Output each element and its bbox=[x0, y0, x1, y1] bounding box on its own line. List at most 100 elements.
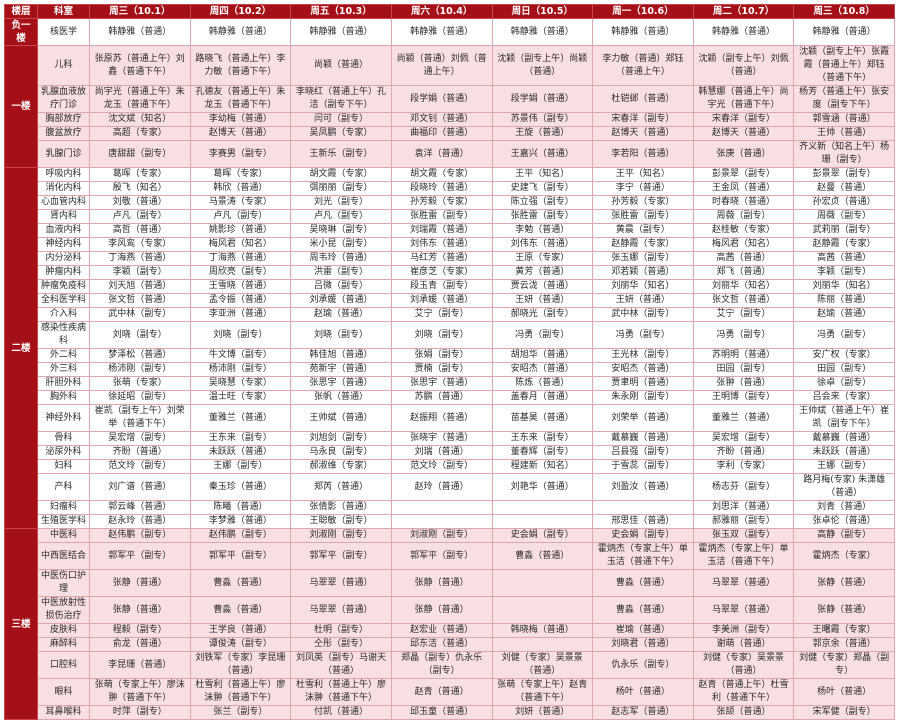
doctor-cell: 齐盼（普通） bbox=[692, 445, 795, 460]
doctor-cell: 曹淼（普通） bbox=[189, 569, 292, 597]
doctor-cell: 苏明明（普通） bbox=[692, 348, 795, 363]
doctor-cell: 安昭杰（普通） bbox=[491, 362, 594, 377]
doctor-cell: 李风鸾（专家） bbox=[89, 237, 191, 252]
dept-name: 肿瘤免疫科 bbox=[37, 279, 90, 294]
table-row: 肿瘤免疫科 刘天旭（普通） 王雪晓（普通） 吕微（副专） 段玉青（副专） 贾云泷（普通）刘… bbox=[5, 279, 895, 294]
doctor-cell: 刘思洋（普通） bbox=[692, 500, 795, 515]
table-row: 外二科 梦泽松（普通） 牛文博（副专） 韩佳旭（普通） 张娟（副专） 胡旭华（普通） 王光林… bbox=[5, 348, 895, 363]
doctor-cell: 刘健（专家）吴景景（普通） bbox=[491, 651, 594, 679]
doctor-cell: 卢凡（副专） bbox=[89, 209, 191, 224]
doctor-cell: 陈炼（普通） bbox=[491, 376, 594, 391]
doctor-cell: 吕县强（副专） bbox=[592, 445, 694, 460]
doctor-cell: 张文哲（普通） bbox=[692, 293, 795, 308]
doctor-cell: 崔瑜（普通） bbox=[592, 623, 694, 638]
doctor-cell: 张静（普通） bbox=[793, 596, 895, 624]
doctor-cell: 郭军平（副专） bbox=[290, 542, 392, 570]
doctor-cell: 霍炳杰（专家上午）单玉洁（普通下午） bbox=[692, 542, 795, 570]
doctor-cell: 刘健（专家）吴景景（普通） bbox=[692, 651, 795, 679]
doctor-cell: 胡文霞（专家） bbox=[290, 167, 392, 182]
header-dept: 科室 bbox=[37, 4, 90, 19]
doctor-cell: 张玉双（副专） bbox=[692, 528, 795, 543]
doctor-cell bbox=[592, 500, 694, 515]
table-row: 消化内科 殷飞（知名） 韩欣（普通） 弭丽丽（副专） 段晓玲（普通） 史建飞（副专） 李宁（… bbox=[5, 181, 895, 196]
doctor-cell: 赵曼（普通） bbox=[793, 181, 895, 196]
doctor-cell: 张萌（专家上午）廖沫翀（普通下午） bbox=[89, 678, 191, 706]
doctor-cell: 曹淼（普通） bbox=[491, 542, 594, 570]
doctor-cell: 张帆（普通） bbox=[290, 390, 392, 405]
table-row: 内分泌科 丁海燕（普通） 丁海燕（普通） 周韦玲（普通） 马红芳（普通） 王原（专家） 张玉… bbox=[5, 251, 895, 266]
doctor-cell bbox=[491, 514, 594, 529]
doctor-cell: 戴慕巍（普通） bbox=[793, 431, 895, 446]
table-row: 腹盆放疗 高超（专家） 赵博天（普通） 吴凤鹏（专家） 曲福印（普通） 王旋（普通） 赵博天… bbox=[5, 126, 895, 141]
doctor-cell: 于雪蕊（副专） bbox=[592, 459, 694, 474]
header-day: 周四（10.2） bbox=[189, 4, 292, 19]
doctor-cell: 弭丽丽（副专） bbox=[290, 181, 392, 196]
doctor-cell: 吕微（副专） bbox=[290, 279, 392, 294]
doctor-cell: 时春晓（普通） bbox=[692, 195, 795, 210]
doctor-cell: 崔凯（副专上午）刘荣举（普通下午） bbox=[89, 404, 191, 432]
doctor-cell: 王原（专家） bbox=[491, 251, 594, 266]
doctor-cell: 杨志芬（副专） bbox=[692, 473, 795, 501]
doctor-cell: 郭京余（普通） bbox=[793, 637, 895, 652]
doctor-cell: 刘丽华（知名） bbox=[692, 279, 795, 294]
doctor-cell: 殷飞（知名） bbox=[89, 181, 191, 196]
doctor-cell: 史会娟（副专） bbox=[491, 528, 594, 543]
doctor-cell: 刘伟东（普通） bbox=[491, 237, 594, 252]
doctor-cell: 刘晓（副专） bbox=[290, 321, 392, 349]
doctor-cell: 孔德友（普通上午）朱龙玉（普通下午） bbox=[189, 85, 292, 113]
doctor-cell: 杨沛刚（副专） bbox=[189, 362, 292, 377]
dept-name: 骨科 bbox=[37, 431, 90, 446]
doctor-cell: 刘荣举（普通） bbox=[592, 404, 694, 432]
doctor-cell: 吴宏增（副专） bbox=[692, 431, 795, 446]
doctor-cell: 邓若颖（普通） bbox=[592, 265, 694, 280]
doctor-cell: 王东来（副专） bbox=[491, 431, 594, 446]
doctor-cell: 丁海燕（普通） bbox=[189, 251, 292, 266]
doctor-cell: 史会娟（副专） bbox=[592, 528, 694, 543]
doctor-cell: 段学娟（普通） bbox=[491, 85, 594, 113]
doctor-cell: 路月梅(专家) 朱潇雄（普通） bbox=[793, 473, 895, 501]
dept-name: 麻醉科 bbox=[37, 637, 90, 652]
doctor-cell: 史建飞（副专） bbox=[491, 181, 594, 196]
doctor-cell: 刘艳华（普通） bbox=[491, 473, 594, 501]
doctor-cell: 郝淑维（专家） bbox=[290, 459, 392, 474]
doctor-cell: 赵宏业（普通） bbox=[390, 623, 493, 638]
doctor-cell: 黄晨（副专） bbox=[592, 223, 694, 238]
dept-name: 消化内科 bbox=[37, 181, 90, 196]
doctor-cell: 刘天旭（普通） bbox=[89, 279, 191, 294]
doctor-cell: 刘旭剑（副专） bbox=[290, 431, 392, 446]
doctor-cell: 杜雪利（普通上午）廖沫翀（普通下午） bbox=[189, 678, 292, 706]
doctor-cell bbox=[491, 596, 594, 624]
table-row: 肿瘤内科 李颖（副专） 周欣亮（副专） 洪雷（副专） 崔彦芝（专家） 黄芳（普通） 邓若颖（… bbox=[5, 265, 895, 280]
doctor-cell: 韩静雅（普通） bbox=[89, 18, 191, 46]
doctor-cell: 王金凤（普通） bbox=[692, 181, 795, 196]
doctor-cell: 张萌（专家上午）赵青（普通下午） bbox=[491, 678, 594, 706]
doctor-cell: 王帅斌（普通） bbox=[290, 404, 392, 432]
floor-label: 一楼 bbox=[4, 45, 38, 168]
doctor-cell: 刘伟东（普通） bbox=[390, 237, 493, 252]
table-row: 耳鼻喉科 时萍（副专） 张兰（副专） 付凯（普通） 邱玉童（普通） 刘妍（普通） 赵志军（普… bbox=[5, 705, 895, 720]
doctor-cell: 贾楠（副专） bbox=[390, 362, 493, 377]
dept-name: 血液内科 bbox=[37, 223, 90, 238]
doctor-cell: 王学良（普通） bbox=[189, 623, 292, 638]
doctor-cell: 刘光（副专） bbox=[290, 195, 392, 210]
doctor-cell: 董春辉（副专） bbox=[491, 445, 594, 460]
doctor-cell: 王帅斌（普通上午）崔凯（副专下午） bbox=[793, 404, 895, 432]
doctor-cell: 路晓飞（普通上午）李力敏（普通下午） bbox=[189, 45, 292, 86]
doctor-cell: 程建新（知名） bbox=[491, 459, 594, 474]
doctor-cell: 洪雷（副专） bbox=[290, 265, 392, 280]
doctor-cell bbox=[491, 569, 594, 597]
dept-name: 神经外科 bbox=[37, 404, 90, 432]
table-row: 乳腺门诊 唐甜甜（副专） 李赛男（副专） 王新乐（副专） 袁洋（普通） 王嘉兴（普通） 李若… bbox=[5, 140, 895, 168]
dept-name: 肝胆外科 bbox=[37, 376, 90, 391]
dept-name: 中西医结合 bbox=[37, 542, 90, 570]
doctor-cell: 徐延昭（副专） bbox=[89, 390, 191, 405]
doctor-cell: 赵博天（普通） bbox=[592, 126, 694, 141]
doctor-cell: 韩静雅（普通） bbox=[189, 18, 292, 46]
doctor-cell: 邓文钊（普通） bbox=[390, 112, 493, 127]
doctor-cell: 李昆珊（普通） bbox=[89, 651, 191, 679]
doctor-cell: 齐盼（普通） bbox=[89, 445, 191, 460]
doctor-cell: 高超（专家） bbox=[89, 126, 191, 141]
doctor-cell: 梅风君（知名） bbox=[189, 237, 292, 252]
dept-name: 外二科 bbox=[37, 348, 90, 363]
table-row: 全科医学科 张文哲（普通） 孟令振（普通） 刘承媛（普通） 刘承媛（普通） 王妍（普通）王… bbox=[5, 293, 895, 308]
